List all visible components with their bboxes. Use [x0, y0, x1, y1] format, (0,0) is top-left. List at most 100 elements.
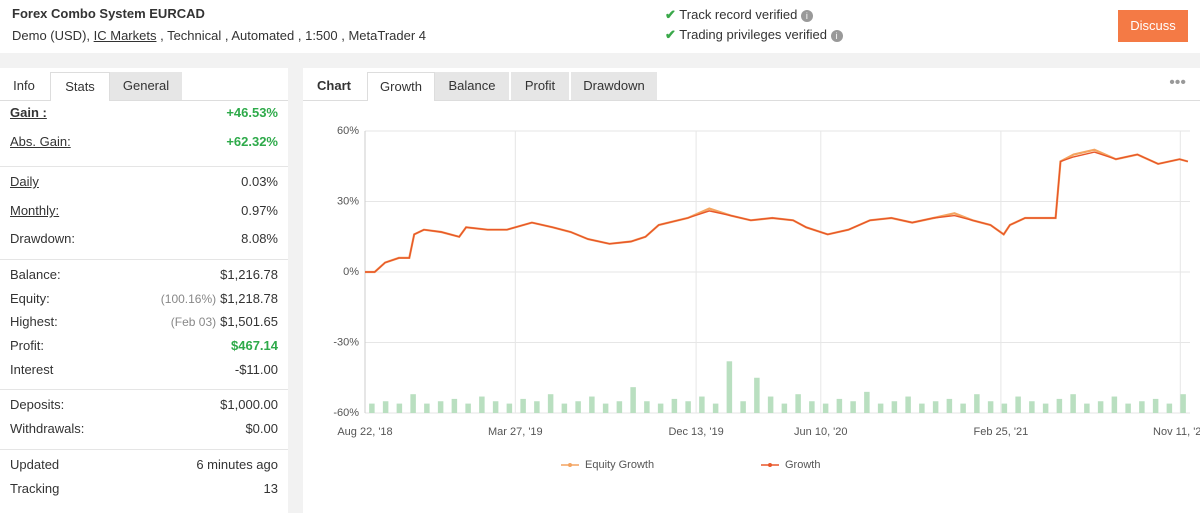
stat-value: 8.08% [241, 231, 278, 246]
stat-label: Equity: [10, 291, 50, 306]
stat-value: 13 [263, 481, 278, 496]
volume-bar [520, 398, 526, 413]
volume-bar [602, 403, 609, 413]
subtitle: Demo (USD), IC Markets , Technical , Aut… [12, 28, 426, 43]
stat-label: Gain : [10, 105, 47, 120]
volume-bar [616, 401, 623, 413]
separator [0, 449, 288, 450]
y-tick-label: 60% [337, 125, 359, 137]
verified-item: ✔ Track record verified i [665, 7, 813, 23]
chart-tabs: Chart Growth Balance Profit Drawdown [303, 72, 1200, 101]
volume-bar [1070, 394, 1076, 413]
stat-label: Profit: [10, 338, 44, 353]
volume-bar [795, 394, 801, 413]
stat-row: Daily 0.03% [10, 172, 278, 192]
stat-value-wrap: (100.16%) $1,218.78 [161, 289, 278, 309]
stat-row: Withdrawals: $0.00 [10, 419, 278, 439]
broker-link[interactable]: IC Markets [93, 28, 157, 43]
volume-bar [561, 403, 568, 413]
chart-tab[interactable]: Drawdown [571, 72, 657, 100]
stat-value-wrap: 6 minutes ago [196, 455, 278, 475]
stat-label: Abs. Gain: [10, 134, 71, 149]
volume-bar [1029, 401, 1035, 413]
menu-icon[interactable]: ••• [1169, 74, 1186, 91]
title: Forex Combo System EURCAD [12, 6, 205, 21]
x-tick-label: Mar 27, '19 [488, 426, 543, 438]
stat-note: (Feb 03) [170, 315, 217, 329]
verified-text: Trading privileges verified [679, 27, 827, 42]
volume-bar [754, 377, 760, 413]
volume-bar [479, 396, 485, 413]
volume-bar [657, 403, 664, 413]
stat-row: Monthly: 0.97% [10, 201, 278, 221]
stat-value: $1,218.78 [220, 291, 278, 306]
separator [0, 389, 288, 390]
volume-bar [424, 403, 430, 413]
y-tick-label: 0% [343, 266, 359, 278]
header: Forex Combo System EURCAD Demo (USD), IC… [0, 0, 1200, 53]
stat-label: Daily [10, 174, 39, 189]
stat-value-wrap: $1,216.78 [220, 265, 278, 285]
stat-value: -$11.00 [234, 362, 278, 377]
stats-tabs: Info Stats General [0, 72, 288, 101]
chart-tab[interactable]: Balance [435, 72, 509, 100]
subtitle-part: , Technical , Automated , 1:500 , MetaTr… [156, 28, 427, 43]
line-series [365, 148, 1189, 274]
volume-bar [575, 401, 581, 413]
stat-value: +46.53% [226, 105, 278, 120]
volume-bar [1097, 401, 1104, 413]
volume-bar [630, 387, 636, 413]
stat-value-wrap: $467.14 [231, 336, 278, 356]
volume-bar [809, 401, 815, 413]
volume-bar [1125, 403, 1131, 413]
stat-value: $467.14 [231, 338, 278, 353]
stat-value-wrap: (Feb 03) $1,501.65 [171, 312, 278, 332]
stats-tab[interactable]: Info [0, 72, 48, 100]
legend-label: Growth [785, 459, 820, 471]
volume-bar [946, 398, 953, 413]
volume-bar [767, 396, 774, 413]
stat-value-wrap: 0.03% [241, 172, 278, 192]
volume-bar [382, 401, 389, 413]
y-tick-label: 30% [337, 195, 359, 207]
volume-bar [369, 403, 375, 413]
volume-bar [1056, 398, 1063, 413]
stats-tab[interactable]: General [110, 72, 182, 100]
stat-value: $1,216.78 [220, 267, 278, 282]
volume-bar [1152, 398, 1159, 413]
stat-value-wrap: 8.08% [241, 229, 278, 249]
stat-value: $1,000.00 [220, 397, 278, 412]
volume-bar [671, 398, 678, 413]
volume-bar [506, 403, 513, 413]
volume-bar [410, 394, 416, 413]
stat-label: Updated [10, 457, 60, 472]
stats-tab[interactable]: Stats [50, 72, 110, 101]
volume-bar [1180, 394, 1186, 413]
stat-row: Profit: $467.14 [10, 336, 278, 356]
stat-note: (100.16%) [160, 292, 217, 306]
stat-label: Deposits: [10, 397, 65, 412]
stat-row: Deposits: $1,000.00 [10, 395, 278, 415]
volume-bar [960, 403, 966, 413]
separator [0, 259, 288, 260]
volume-bar [877, 403, 884, 413]
volume-bar [1001, 403, 1008, 413]
stat-value: $0.00 [245, 421, 278, 436]
volume-bar [919, 403, 925, 413]
volume-bar [726, 361, 733, 413]
legend-swatch-dot [768, 463, 772, 467]
stat-label: Tracking [10, 481, 60, 496]
stat-label: Withdrawals: [10, 421, 85, 436]
discuss-button[interactable]: Discuss [1118, 10, 1188, 42]
stat-value-wrap: 0.97% [241, 201, 278, 221]
stat-value-wrap: -$11.00 [235, 360, 278, 380]
volume-bar [437, 401, 444, 413]
chart-panel: Chart Growth Balance Profit Drawdown ••• 60%… [303, 68, 1200, 513]
chart-tab[interactable]: Profit [511, 72, 569, 100]
volume-bar [547, 394, 554, 413]
separator [0, 166, 288, 167]
volume-bar [644, 401, 650, 413]
chart-tab[interactable]: Growth [367, 72, 435, 101]
volume-bar [781, 403, 788, 413]
